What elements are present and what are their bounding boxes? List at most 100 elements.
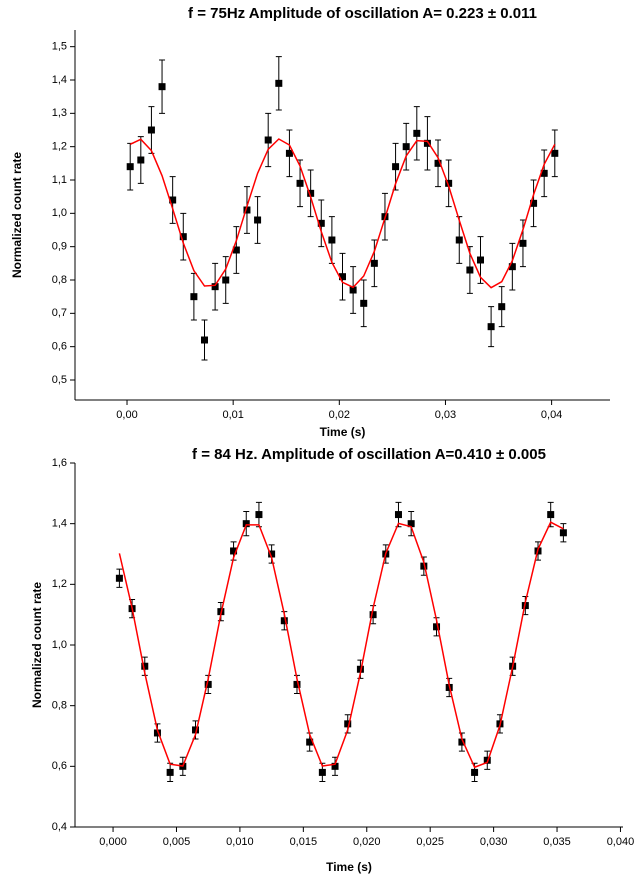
data-point: [204, 680, 212, 688]
data-point: [126, 163, 134, 171]
data-point: [339, 273, 346, 281]
data-point: [433, 623, 441, 631]
x-tick-label: 0,02: [329, 409, 350, 421]
x-tick-label: 0,025: [416, 836, 444, 848]
data-point: [471, 768, 479, 776]
data-point: [169, 196, 177, 204]
data-point: [423, 139, 431, 147]
y-tick-label: 0,6: [52, 760, 67, 772]
data-point: [394, 511, 402, 519]
data-point: [254, 216, 262, 224]
data-point: [407, 520, 415, 528]
data-point: [370, 259, 378, 267]
y-tick-label: 0,8: [52, 700, 67, 712]
data-point: [487, 323, 495, 331]
data-point: [508, 263, 516, 271]
x-tick-label: 0,015: [290, 836, 318, 848]
x-tick-label: 0,03: [435, 409, 456, 421]
data-point: [115, 574, 123, 582]
chart-panel: f = 75Hz Amplitude of oscillation A= 0.2…: [10, 5, 610, 439]
data-point: [559, 529, 567, 537]
x-axis-title: Time (s): [320, 425, 366, 439]
data-point: [344, 720, 352, 728]
data-point: [166, 768, 174, 776]
y-tick-label: 0,4: [52, 821, 67, 833]
x-tick-label: 0,000: [99, 836, 127, 848]
data-point: [190, 293, 198, 301]
data-point: [413, 129, 421, 137]
data-point: [328, 236, 336, 244]
data-point: [285, 149, 293, 157]
data-point: [141, 662, 149, 670]
y-tick-label: 1,2: [52, 578, 67, 590]
data-point: [232, 246, 240, 254]
data-point: [158, 83, 166, 91]
data-point: [402, 143, 410, 151]
x-tick-label: 0,040: [607, 836, 635, 848]
data-point: [242, 520, 250, 528]
data-point: [230, 547, 238, 555]
x-tick-label: 0,00: [116, 409, 137, 421]
x-tick-label: 0,035: [543, 836, 571, 848]
data-point: [420, 562, 428, 570]
data-point: [306, 738, 314, 746]
data-point: [222, 276, 230, 284]
data-point: [153, 729, 161, 737]
y-tick-label: 1,0: [52, 207, 67, 219]
chart-title: f = 84 Hz. Amplitude of oscillation A=0.…: [192, 446, 546, 463]
data-point: [434, 159, 442, 167]
data-point: [498, 303, 506, 311]
data-point: [349, 286, 357, 294]
y-tick-label: 1,4: [52, 518, 67, 530]
y-tick-label: 0,6: [52, 341, 67, 353]
data-point: [519, 239, 527, 247]
y-tick-label: 1,5: [52, 41, 67, 53]
data-point: [147, 126, 155, 134]
data-point: [360, 299, 368, 307]
x-tick-label: 0,010: [226, 836, 254, 848]
y-tick-label: 1,1: [52, 174, 67, 186]
y-tick-label: 1,0: [52, 639, 67, 651]
y-tick-label: 1,6: [52, 457, 67, 469]
data-point: [296, 179, 304, 187]
data-point: [318, 768, 326, 776]
data-point: [179, 233, 187, 241]
data-point: [476, 256, 484, 264]
data-point: [201, 336, 209, 344]
y-tick-label: 0,5: [52, 374, 67, 386]
data-point: [275, 79, 283, 87]
data-point: [211, 283, 219, 291]
data-point: [243, 206, 251, 214]
x-tick-label: 0,01: [222, 409, 243, 421]
data-point: [264, 136, 272, 144]
y-tick-label: 0,9: [52, 241, 67, 253]
data-point: [280, 617, 288, 625]
x-tick-label: 0,005: [163, 836, 191, 848]
data-point: [255, 511, 263, 519]
data-point: [369, 611, 377, 619]
data-point: [268, 550, 276, 558]
x-axis-title: Time (s): [326, 860, 372, 874]
data-point: [293, 680, 301, 688]
y-tick-label: 1,2: [52, 141, 67, 153]
data-point: [445, 179, 453, 187]
chart-panel: f = 84 Hz. Amplitude of oscillation A=0.…: [30, 446, 634, 874]
y-tick-label: 0,8: [52, 274, 67, 286]
data-point: [307, 189, 315, 197]
y-tick-label: 1,3: [52, 107, 67, 119]
data-point: [530, 199, 538, 207]
data-point: [317, 219, 325, 227]
data-point: [331, 762, 339, 770]
x-tick-label: 0,04: [541, 409, 562, 421]
data-point: [455, 236, 463, 244]
data-point: [466, 266, 474, 274]
y-tick-label: 1,4: [52, 74, 67, 86]
data-point: [540, 169, 548, 177]
chart-title: f = 75Hz Amplitude of oscillation A= 0.2…: [188, 5, 537, 22]
data-point: [137, 156, 145, 164]
fit-line: [118, 521, 564, 769]
data-point: [547, 511, 555, 519]
y-tick-label: 0,7: [52, 307, 67, 319]
fit-line: [129, 138, 556, 289]
